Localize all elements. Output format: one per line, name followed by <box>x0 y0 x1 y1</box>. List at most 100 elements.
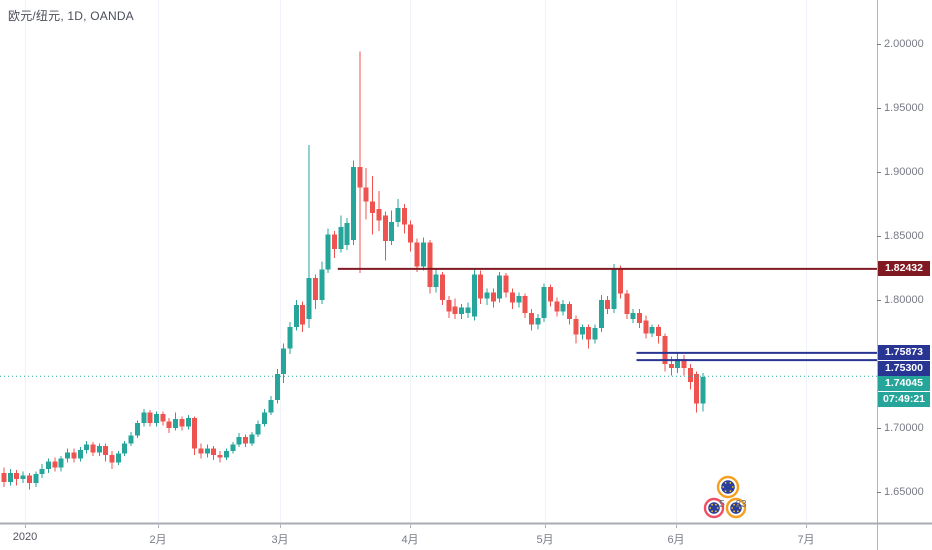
candle-body <box>306 278 312 320</box>
candle-body <box>681 358 687 368</box>
candle-body <box>617 268 623 294</box>
sticker-group[interactable]: 5 23 <box>703 475 747 519</box>
candle-body <box>242 436 248 444</box>
time-axis[interactable] <box>0 523 932 550</box>
candle-body <box>33 474 39 484</box>
candle-body <box>560 303 566 312</box>
candle-body <box>71 452 77 459</box>
candle-body <box>84 444 90 450</box>
candle-body <box>446 300 452 312</box>
eu-flag-sticker-left-icon[interactable] <box>703 497 725 519</box>
time-axis-label: 3月 <box>271 534 289 546</box>
candle-body <box>45 461 51 469</box>
candle-body <box>579 326 585 335</box>
candle-body <box>471 274 477 317</box>
price-tick-label: 1.65000 <box>884 486 924 498</box>
candle-body <box>217 454 223 458</box>
price-badge: 1.75300 <box>878 360 930 376</box>
candle-body <box>586 326 592 340</box>
candle-body <box>637 312 642 324</box>
candle-body <box>535 317 541 325</box>
price-badge: 1.75873 <box>878 345 930 361</box>
price-tick-label: 1.70000 <box>884 422 924 434</box>
symbol-title[interactable]: 欧元/纽元, 1D, OANDA <box>8 9 134 23</box>
candle-body <box>382 215 388 242</box>
candle-body <box>115 453 121 463</box>
candle-body <box>484 292 490 299</box>
candle-body <box>675 358 681 368</box>
candle-body <box>122 443 128 454</box>
price-tick-label: 1.95000 <box>884 102 924 114</box>
candle-body <box>7 472 13 482</box>
time-axis-label: 6月 <box>667 534 685 546</box>
candle-body <box>312 278 318 300</box>
candle-body <box>173 419 179 428</box>
candle-body <box>427 242 433 288</box>
candle-body <box>14 472 20 480</box>
candle-body <box>274 374 280 400</box>
candle-body <box>204 448 210 454</box>
candle-body <box>478 274 484 299</box>
candle-body <box>554 301 560 312</box>
time-axis-label: 2020 <box>12 531 38 543</box>
candle-body <box>408 224 414 243</box>
candle-body <box>503 275 509 293</box>
candle-body <box>134 422 140 436</box>
candle-body <box>192 417 198 449</box>
eu-flag-sticker-top-icon[interactable] <box>716 475 740 499</box>
candle-body <box>344 223 350 245</box>
candle-body <box>668 364 674 368</box>
candle-body <box>611 268 617 309</box>
candle-body <box>20 475 26 480</box>
price-badge: 1.74045 <box>878 376 930 392</box>
candle-body <box>300 305 306 325</box>
month-gridlines <box>25 0 807 523</box>
candle-body <box>452 306 458 315</box>
candle-body <box>211 448 217 455</box>
sticker-count: 5 <box>719 499 725 510</box>
candle-body <box>90 444 96 453</box>
candle-body <box>363 187 369 202</box>
candle-body <box>154 413 160 423</box>
eu-flag-sticker-right-icon[interactable] <box>725 497 747 519</box>
candle-body <box>338 227 344 249</box>
candle-body <box>1 472 7 482</box>
candle-body <box>255 424 261 435</box>
candle-body <box>541 287 547 318</box>
time-axis-label: 5月 <box>536 534 554 546</box>
candle-body <box>439 274 445 300</box>
candle-body <box>598 300 604 329</box>
candle-body <box>567 303 573 320</box>
candle-body <box>236 436 242 445</box>
candle-body <box>166 421 172 428</box>
candle-body <box>395 207 401 222</box>
candle-body <box>325 234 331 270</box>
candle-body <box>573 319 579 335</box>
bar-countdown-badge: 07:49:21 <box>878 392 930 408</box>
time-axis-label: 7月 <box>797 534 815 546</box>
candle-body <box>65 452 71 459</box>
candle-body <box>465 307 471 313</box>
candle-body <box>592 328 598 340</box>
candle-body <box>414 242 420 267</box>
candle-body <box>351 166 357 240</box>
candle-body <box>522 296 528 313</box>
candle-body <box>357 166 363 188</box>
candle-body <box>643 320 649 334</box>
candle-body <box>649 326 655 334</box>
candle-body <box>103 445 109 455</box>
candle-body <box>630 312 636 320</box>
candle-body <box>605 300 611 309</box>
price-tick-label: 2.00000 <box>884 38 924 50</box>
candle-body <box>230 444 236 452</box>
candle-body <box>109 454 115 463</box>
candle-body <box>516 296 522 303</box>
candle-body <box>128 435 134 444</box>
candle-body <box>370 201 376 213</box>
price-tick-label: 1.80000 <box>884 294 924 306</box>
candle-body <box>624 293 630 315</box>
candle-body <box>656 326 662 336</box>
